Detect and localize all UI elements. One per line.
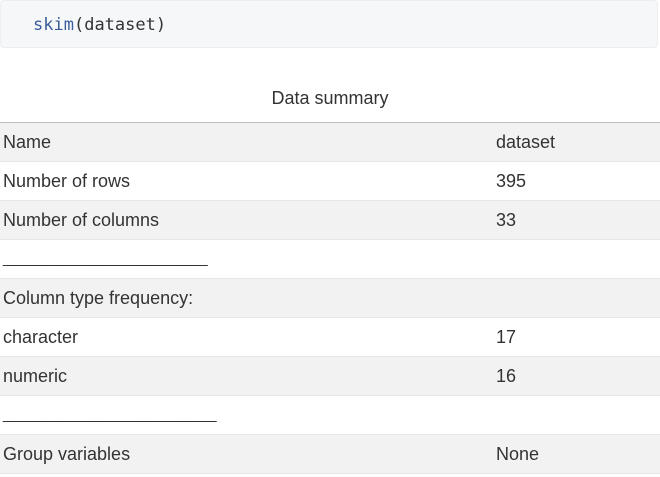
data-summary-table: Name dataset Number of rows 395 Number o… bbox=[0, 122, 660, 474]
row-label: Number of columns bbox=[0, 200, 493, 240]
code-open-paren: ( bbox=[73, 15, 85, 35]
table-row: ________________________ bbox=[0, 395, 660, 435]
row-separator: _______________________ bbox=[0, 239, 493, 279]
row-value bbox=[493, 395, 660, 435]
header-value: dataset bbox=[493, 122, 660, 162]
row-label: Group variables bbox=[0, 434, 493, 474]
row-label: Number of rows bbox=[0, 161, 493, 201]
row-label: numeric bbox=[0, 356, 493, 396]
row-label: character bbox=[0, 317, 493, 357]
row-separator: ________________________ bbox=[0, 395, 493, 435]
table-row: Group variables None bbox=[0, 434, 660, 474]
row-value bbox=[493, 278, 660, 318]
code-line: skim(dataset) bbox=[33, 14, 166, 36]
code-argument: dataset bbox=[84, 15, 156, 35]
table-caption: Data summary bbox=[271, 88, 389, 108]
table-header-row: Name dataset bbox=[0, 122, 660, 162]
code-function: skim bbox=[33, 15, 74, 35]
row-label: Column type frequency: bbox=[0, 278, 493, 318]
row-value: 17 bbox=[493, 317, 660, 357]
table-row: Column type frequency: bbox=[0, 278, 660, 318]
table-row: Number of rows 395 bbox=[0, 161, 660, 201]
table-row: Number of columns 33 bbox=[0, 200, 660, 240]
row-value: 33 bbox=[493, 200, 660, 240]
code-block: skim(dataset) bbox=[0, 0, 658, 48]
table-row: character 17 bbox=[0, 317, 660, 357]
row-value: 395 bbox=[493, 161, 660, 201]
header-label: Name bbox=[0, 122, 493, 162]
code-close-paren: ) bbox=[155, 15, 167, 35]
row-value: 16 bbox=[493, 356, 660, 396]
row-value bbox=[493, 239, 660, 279]
table-row: numeric 16 bbox=[0, 356, 660, 396]
table-row: _______________________ bbox=[0, 239, 660, 279]
row-value: None bbox=[493, 434, 660, 474]
